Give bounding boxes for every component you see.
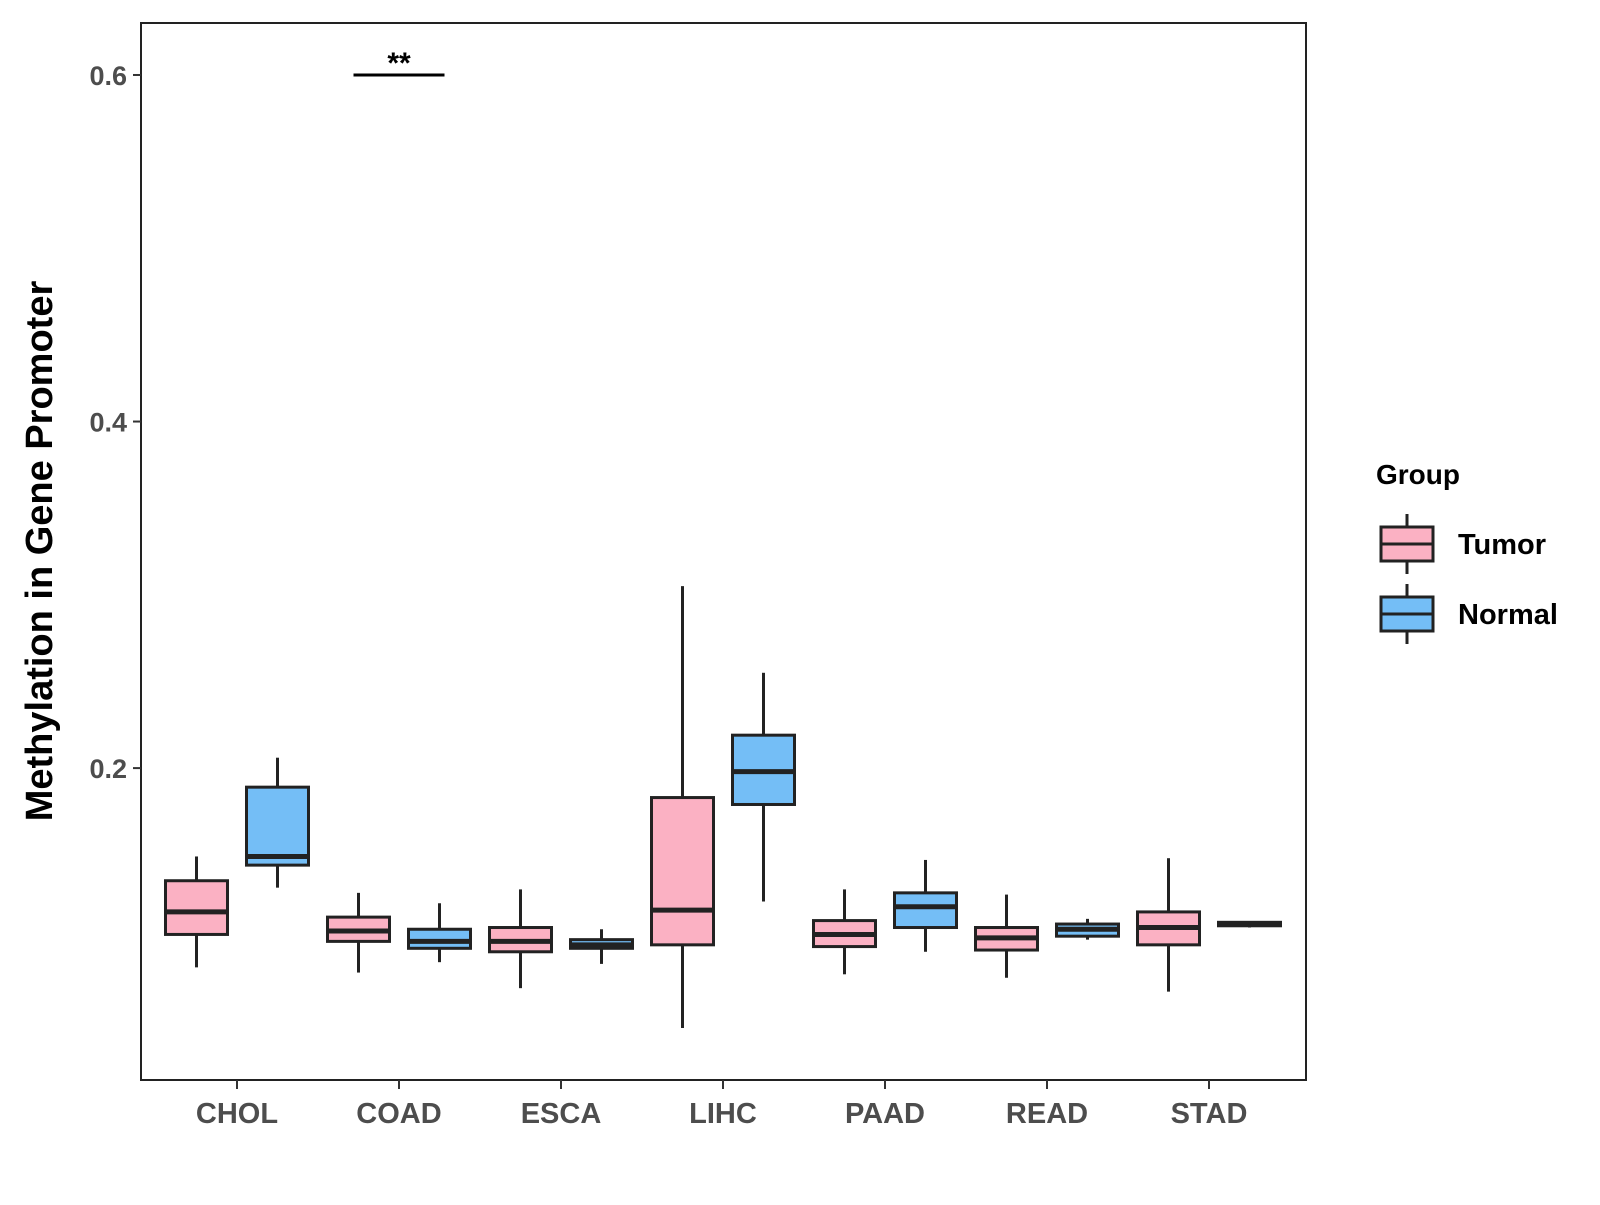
box-normal-stad: [1217, 920, 1282, 928]
x-tick-label-lihc: LIHC: [689, 1098, 757, 1130]
legend-item-tumor: Tumor: [1379, 514, 1546, 574]
box-normal-esca: [569, 929, 634, 964]
box-normal-lihc: [731, 672, 796, 902]
x-tick-label-paad: PAAD: [845, 1098, 925, 1130]
box-tumor-paad: [812, 889, 877, 975]
box-normal-chol: [245, 757, 310, 888]
legend-label-normal: Normal: [1458, 599, 1558, 631]
legend-item-normal: Normal: [1379, 584, 1558, 644]
box-body: [650, 796, 715, 947]
box-body: [245, 785, 310, 867]
y-tick-label: 0.6: [89, 61, 127, 91]
box-body: [893, 891, 958, 930]
box-normal-read: [1055, 918, 1120, 940]
box-normal-paad: [893, 859, 958, 952]
box-body: [407, 927, 472, 950]
significance-label: **: [387, 47, 411, 80]
legend: Group Tumor Normal: [1376, 459, 1558, 644]
box-normal-coad: [407, 903, 472, 963]
x-tick-label-stad: STAD: [1171, 1098, 1248, 1130]
y-tick-label: 0.4: [89, 408, 127, 438]
plot-layer: **: [164, 47, 1282, 1029]
axis-layer: 0.2 0.4 0.6 CHOL COAD ESCA LIHC PAAD READ STAD: [89, 22, 1307, 1130]
box-tumor-esca: [488, 889, 553, 989]
y-tick-label: 0.2: [89, 754, 127, 784]
box-tumor-stad: [1136, 858, 1201, 992]
x-tick-label-chol: CHOL: [196, 1098, 278, 1130]
y-axis-title: Methylation in Gene Promoter: [19, 281, 61, 822]
x-tick-label-esca: ESCA: [521, 1098, 602, 1130]
box-tumor-chol: [164, 856, 229, 968]
legend-title: Group: [1376, 459, 1460, 490]
box-tumor-read: [974, 894, 1039, 978]
box-tumor-coad: [326, 892, 391, 973]
box-tumor-lihc: [650, 586, 715, 1029]
legend-label-tumor: Tumor: [1458, 529, 1546, 561]
box-body: [164, 879, 229, 936]
x-tick-label-read: READ: [1006, 1098, 1088, 1130]
x-tick-label-coad: COAD: [356, 1098, 441, 1130]
